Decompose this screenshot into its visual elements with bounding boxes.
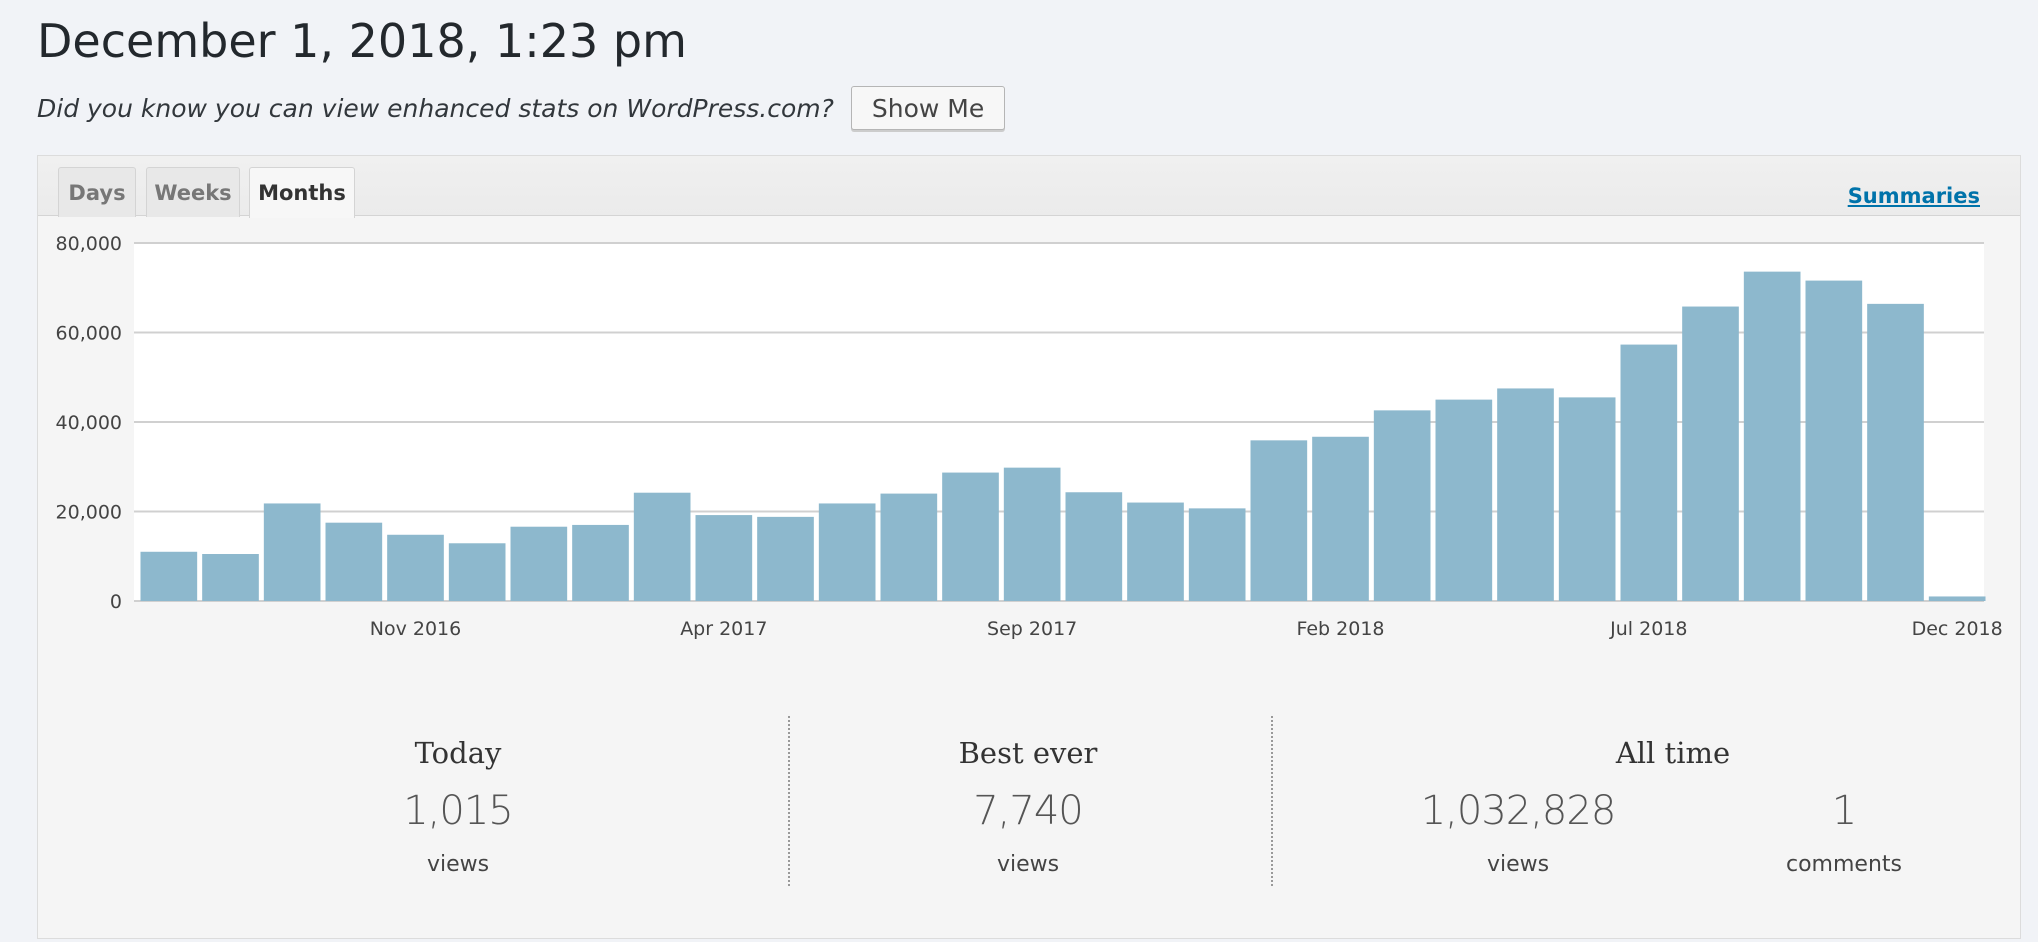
stat-alltime-views-value: 1,032,828 bbox=[1420, 788, 1617, 834]
bar bbox=[1682, 306, 1739, 601]
bar bbox=[633, 492, 691, 601]
stat-best-unit: views bbox=[996, 852, 1060, 877]
tab-bar: Days Weeks Months Summaries bbox=[38, 156, 2020, 218]
stat-best-ever: Best ever 7,740 views bbox=[878, 716, 1178, 886]
stat-alltime-views: 1,032,828 views bbox=[1378, 770, 1658, 877]
bar bbox=[757, 516, 814, 601]
x-tick-label: Jul 2018 bbox=[1609, 618, 1687, 640]
bar bbox=[880, 493, 938, 601]
bar bbox=[1805, 280, 1863, 601]
y-tick-label: 60,000 bbox=[56, 323, 122, 345]
x-tick-label: Feb 2018 bbox=[1296, 618, 1384, 640]
stat-divider bbox=[1271, 716, 1273, 886]
bar bbox=[1928, 596, 1986, 601]
stat-today-unit: views bbox=[426, 852, 490, 877]
stat-all-time: All time 1,032,828 views 1 comments bbox=[1348, 716, 1998, 886]
stats-panel: Days Weeks Months Summaries 0 20,000 40,00… bbox=[37, 155, 2021, 939]
bar bbox=[448, 543, 506, 601]
summaries-link[interactable]: Summaries bbox=[1847, 184, 1980, 208]
show-me-button[interactable]: Show Me bbox=[850, 86, 1006, 130]
bar bbox=[510, 526, 568, 601]
tab-months[interactable]: Months bbox=[249, 167, 355, 218]
stats-summary: Today 1,015 views Best ever 7,740 views … bbox=[38, 716, 2020, 896]
bar bbox=[202, 554, 259, 601]
stat-divider bbox=[788, 716, 790, 886]
x-tick-label: Apr 2017 bbox=[680, 618, 767, 640]
stat-alltime-comments-unit: comments bbox=[1786, 852, 1902, 877]
y-tick-label: 0 bbox=[110, 591, 122, 613]
bar bbox=[1743, 271, 1801, 601]
stat-alltime-heading: All time bbox=[1615, 736, 1731, 770]
bar bbox=[140, 551, 198, 601]
page-title: December 1, 2018, 1:23 pm bbox=[37, 14, 687, 68]
bar bbox=[325, 522, 383, 601]
bar bbox=[1435, 399, 1493, 601]
x-tick-label: Nov 2016 bbox=[370, 618, 461, 640]
stat-alltime-comments-value: 1 bbox=[1831, 788, 1857, 834]
bar bbox=[387, 534, 444, 601]
bar bbox=[818, 503, 876, 601]
stat-best-value: 7,740 bbox=[973, 788, 1084, 834]
promo-text: Did you know you can view enhanced stats… bbox=[37, 93, 834, 123]
y-tick-label: 20,000 bbox=[56, 502, 122, 524]
bar bbox=[1003, 467, 1061, 601]
bar bbox=[942, 472, 999, 601]
x-tick-label: Sep 2017 bbox=[987, 618, 1077, 640]
stat-best-heading: Best ever bbox=[958, 736, 1098, 770]
y-tick-label: 80,000 bbox=[56, 233, 122, 255]
views-chart-svg: 0 20,000 40,000 60,000 80,000 Nov 2016 Apr 201… bbox=[56, 233, 2003, 640]
y-tick-label: 40,000 bbox=[56, 412, 122, 434]
bar bbox=[1867, 303, 1924, 601]
stat-alltime-comments: 1 comments bbox=[1704, 770, 1984, 877]
bar bbox=[1558, 397, 1616, 601]
bar bbox=[1188, 508, 1246, 601]
stat-today-value: 1,015 bbox=[403, 788, 514, 834]
promo-banner: Did you know you can view enhanced stats… bbox=[37, 86, 1006, 130]
tab-days[interactable]: Days bbox=[58, 167, 136, 217]
bar bbox=[263, 503, 321, 601]
tab-weeks[interactable]: Weeks bbox=[146, 167, 240, 217]
bar bbox=[1312, 436, 1369, 601]
bar bbox=[1065, 492, 1123, 601]
bar bbox=[1497, 388, 1554, 601]
x-tick-label: Dec 2018 bbox=[1912, 618, 2003, 640]
bar bbox=[1373, 410, 1431, 601]
bar bbox=[695, 515, 753, 601]
bar bbox=[1620, 344, 1678, 601]
bar bbox=[1127, 502, 1184, 601]
bar bbox=[1250, 440, 1308, 601]
stat-today-heading: Today bbox=[414, 736, 502, 770]
stat-today: Today 1,015 views bbox=[308, 716, 608, 886]
stat-alltime-views-unit: views bbox=[1486, 852, 1550, 877]
views-chart: 0 20,000 40,000 60,000 80,000 Nov 2016 Apr 201… bbox=[38, 216, 2022, 676]
bar bbox=[572, 524, 629, 601]
